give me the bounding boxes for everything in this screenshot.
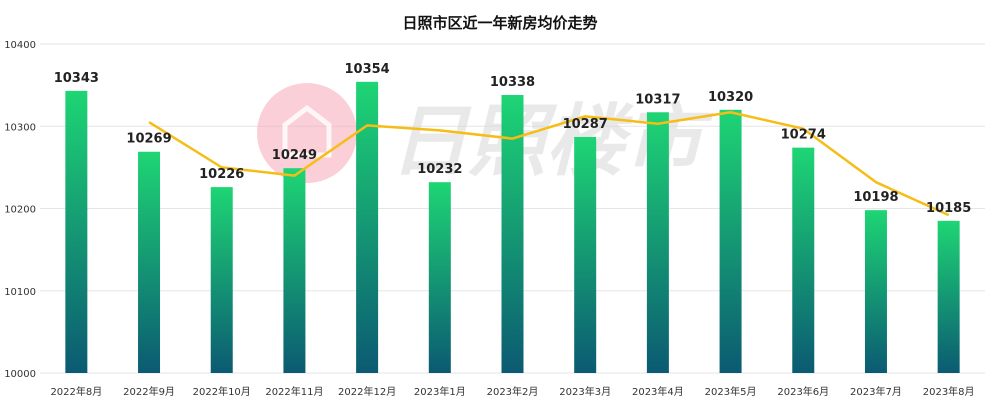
y-tick-label: 10000 (4, 369, 36, 380)
bar (719, 109, 742, 374)
y-tick-label: 10100 (4, 287, 36, 298)
data-label: 10354 (344, 62, 389, 77)
data-label: 10232 (417, 162, 462, 177)
bar (646, 112, 669, 373)
y-tick-label: 10400 (4, 40, 36, 51)
bar (65, 90, 88, 373)
bar (864, 210, 887, 373)
x-tick-label: 2022年8月 (50, 385, 102, 398)
data-label: 10287 (563, 117, 608, 132)
watermark-house-icon (282, 104, 332, 158)
bar (210, 187, 233, 373)
x-tick-label: 2023年7月 (850, 385, 902, 398)
data-label: 10226 (199, 167, 244, 182)
x-tick-label: 2023年3月 (559, 385, 611, 398)
data-label: 10343 (54, 71, 99, 86)
data-label: 10317 (635, 92, 680, 107)
x-tick-label: 2022年10月 (193, 385, 251, 398)
x-tick-label: 2022年12月 (338, 385, 396, 398)
bar (792, 147, 815, 373)
data-label: 10274 (781, 128, 826, 143)
y-tick-label: 10200 (4, 205, 36, 216)
data-label: 10269 (126, 132, 171, 147)
watermark-logo-icon (257, 83, 357, 183)
data-label: 10320 (708, 90, 753, 105)
bar (428, 182, 451, 373)
x-tick-label: 2023年4月 (632, 385, 684, 398)
x-tick-label: 2022年9月 (123, 385, 175, 398)
chart-title: 日照市区近一年新房均价走势 (402, 14, 598, 32)
y-tick-label: 10300 (4, 122, 36, 133)
bar (283, 168, 306, 373)
x-tick-label: 2023年8月 (923, 385, 975, 398)
x-tick-label: 2023年1月 (414, 385, 466, 398)
bar (138, 151, 161, 373)
bar (937, 220, 960, 373)
data-label: 10198 (853, 190, 898, 205)
x-tick-label: 2023年6月 (777, 385, 829, 398)
bar (501, 94, 524, 374)
x-tick-label: 2023年5月 (705, 385, 757, 398)
x-tick-label: 2022年11月 (265, 385, 323, 398)
bar (574, 136, 597, 373)
data-label: 10338 (490, 75, 535, 90)
x-tick-label: 2023年2月 (487, 385, 539, 398)
bar (356, 81, 379, 374)
data-label: 10185 (926, 201, 971, 216)
data-label: 10249 (272, 148, 317, 163)
trend-line (148, 111, 950, 217)
